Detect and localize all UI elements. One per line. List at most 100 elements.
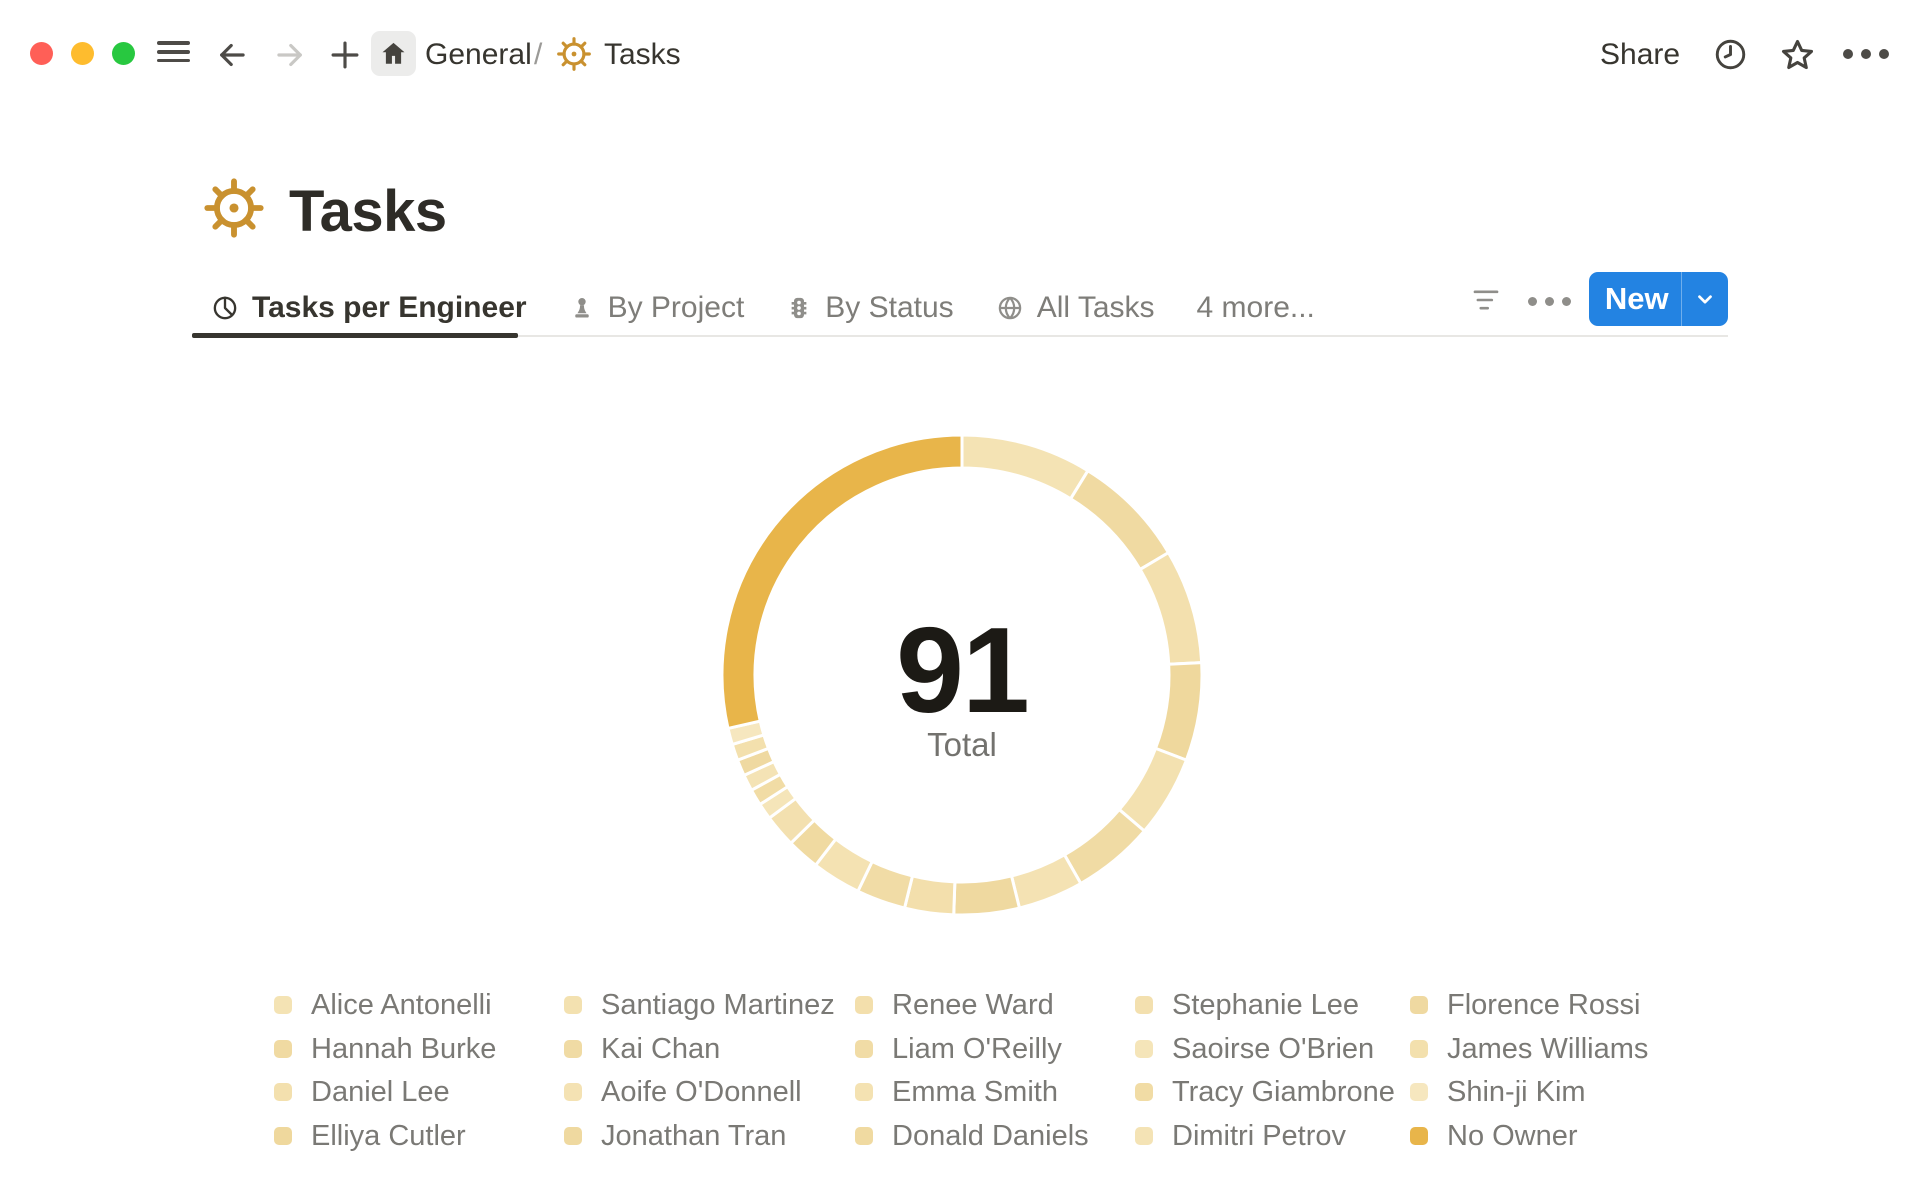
tab-label: Tasks per Engineer bbox=[252, 291, 527, 324]
tab-label: By Status bbox=[825, 291, 954, 324]
new-button-label: New bbox=[1604, 281, 1669, 316]
filter-icon[interactable] bbox=[1472, 287, 1500, 313]
legend-label: Renee Ward bbox=[892, 988, 1054, 1021]
donut-segment[interactable] bbox=[1010, 853, 1083, 910]
legend-item[interactable]: Jonathan Tran bbox=[564, 1116, 786, 1156]
legend-item[interactable]: Donald Daniels bbox=[855, 1116, 1089, 1156]
legend-swatch bbox=[274, 1040, 292, 1058]
window-more-icon[interactable] bbox=[1843, 49, 1889, 59]
legend-item[interactable]: Florence Rossi bbox=[1410, 985, 1640, 1025]
legend-label: Elliya Cutler bbox=[311, 1119, 466, 1152]
legend-swatch bbox=[564, 1040, 582, 1058]
donut-segment[interactable] bbox=[720, 433, 964, 730]
traffic-light-close[interactable] bbox=[30, 42, 53, 65]
pawn-icon bbox=[574, 298, 589, 318]
legend-label: Alice Antonelli bbox=[311, 988, 492, 1021]
legend-item[interactable]: Dimitri Petrov bbox=[1135, 1116, 1346, 1156]
legend-label: Hannah Burke bbox=[311, 1032, 497, 1065]
legend-item[interactable]: Emma Smith bbox=[855, 1072, 1058, 1112]
legend-swatch bbox=[1410, 1040, 1428, 1058]
legend-swatch bbox=[564, 996, 582, 1014]
page-helm-icon[interactable] bbox=[202, 176, 266, 240]
legend-swatch bbox=[274, 1083, 292, 1101]
legend-label: Florence Rossi bbox=[1447, 988, 1641, 1021]
traffic-light-zoom[interactable] bbox=[112, 42, 135, 65]
tab-by-project[interactable]: By Project bbox=[569, 291, 744, 325]
legend-label: Stephanie Lee bbox=[1172, 988, 1360, 1021]
legend-label: Tracy Giambrone bbox=[1172, 1075, 1395, 1108]
legend-label: Aoife O'Donnell bbox=[601, 1075, 802, 1108]
donut-segment[interactable] bbox=[1062, 808, 1146, 886]
pie-chart-icon bbox=[213, 296, 237, 320]
legend-label: Dimitri Petrov bbox=[1172, 1119, 1347, 1152]
breadcrumb-separator: / bbox=[534, 38, 543, 71]
legend-swatch bbox=[1410, 1083, 1428, 1101]
home-icon bbox=[382, 42, 405, 64]
legend-label: Jonathan Tran bbox=[601, 1119, 787, 1152]
legend-swatch bbox=[855, 1083, 873, 1101]
legend-label: Saoirse O'Brien bbox=[1172, 1032, 1375, 1065]
donut-segment[interactable] bbox=[1069, 469, 1170, 571]
legend-item[interactable]: Santiago Martinez bbox=[564, 985, 835, 1025]
tab-more[interactable]: 4 more... bbox=[1197, 291, 1315, 325]
new-tab-plus-icon[interactable] bbox=[326, 36, 364, 74]
helm-icon bbox=[556, 36, 592, 72]
legend-item[interactable]: Stephanie Lee bbox=[1135, 985, 1359, 1025]
breadcrumb-root[interactable]: General bbox=[425, 38, 532, 71]
legend-item[interactable]: No Owner bbox=[1410, 1116, 1578, 1156]
traffic-light-icon bbox=[791, 297, 807, 319]
legend-item[interactable]: Alice Antonelli bbox=[274, 985, 492, 1025]
star-icon[interactable] bbox=[1778, 36, 1817, 75]
clock-icon[interactable] bbox=[1712, 36, 1749, 73]
tabs-divider bbox=[192, 335, 1728, 337]
new-button[interactable]: New bbox=[1589, 272, 1728, 326]
legend-label: Kai Chan bbox=[601, 1032, 721, 1065]
share-button[interactable]: Share bbox=[1600, 38, 1681, 71]
legend-item[interactable]: Aoife O'Donnell bbox=[564, 1072, 802, 1112]
legend-label: Emma Smith bbox=[892, 1075, 1058, 1108]
legend-item[interactable]: Saoirse O'Brien bbox=[1135, 1029, 1374, 1069]
view-options-icon[interactable] bbox=[1528, 297, 1571, 306]
legend-label: Liam O'Reilly bbox=[892, 1032, 1062, 1065]
chart-total-value: 91 bbox=[896, 602, 1030, 738]
tab-label: All Tasks bbox=[1036, 291, 1155, 324]
legend-item[interactable]: Renee Ward bbox=[855, 985, 1054, 1025]
legend-item[interactable]: Liam O'Reilly bbox=[855, 1029, 1062, 1069]
donut-segment[interactable] bbox=[960, 433, 1090, 501]
legend-swatch bbox=[855, 996, 873, 1014]
legend-item[interactable]: Kai Chan bbox=[564, 1029, 720, 1069]
page-title: Tasks bbox=[289, 179, 447, 244]
legend-swatch bbox=[564, 1127, 582, 1145]
view-tabs: Tasks per Engineer By Project bbox=[211, 283, 1315, 333]
legend-swatch bbox=[1135, 1040, 1153, 1058]
legend-swatch bbox=[564, 1083, 582, 1101]
legend-item[interactable]: Shin-ji Kim bbox=[1410, 1072, 1586, 1112]
more-tabs-label: 4 more... bbox=[1196, 291, 1315, 324]
tab-tasks-per-engineer[interactable]: Tasks per Engineer bbox=[211, 291, 527, 325]
new-button-divider bbox=[1680, 272, 1682, 326]
tab-by-status[interactable]: By Status bbox=[786, 291, 954, 325]
back-arrow-icon[interactable] bbox=[213, 36, 251, 74]
legend-swatch bbox=[1135, 1127, 1153, 1145]
legend-item[interactable]: Daniel Lee bbox=[274, 1072, 450, 1112]
legend-item[interactable]: Tracy Giambrone bbox=[1135, 1072, 1395, 1112]
donut-segment[interactable] bbox=[952, 874, 1021, 917]
legend-item[interactable]: Elliya Cutler bbox=[274, 1116, 466, 1156]
traffic-light-minimize[interactable] bbox=[71, 42, 94, 65]
breadcrumb-page[interactable]: Tasks bbox=[604, 38, 681, 71]
legend-item[interactable]: Hannah Burke bbox=[274, 1029, 496, 1069]
legend-swatch bbox=[855, 1127, 873, 1145]
forward-arrow-icon[interactable] bbox=[271, 36, 309, 74]
tab-all-tasks[interactable]: All Tasks bbox=[996, 291, 1155, 325]
legend-label: Shin-ji Kim bbox=[1447, 1075, 1586, 1108]
legend-item[interactable]: James Williams bbox=[1410, 1029, 1648, 1069]
legend-swatch bbox=[1135, 996, 1153, 1014]
legend-swatch bbox=[1135, 1083, 1153, 1101]
donut-chart bbox=[712, 425, 1212, 925]
home-button[interactable] bbox=[371, 31, 416, 76]
sidebar-menu-icon[interactable] bbox=[157, 36, 190, 68]
chevron-down-icon[interactable] bbox=[1682, 288, 1728, 310]
legend-label: Donald Daniels bbox=[892, 1119, 1089, 1152]
